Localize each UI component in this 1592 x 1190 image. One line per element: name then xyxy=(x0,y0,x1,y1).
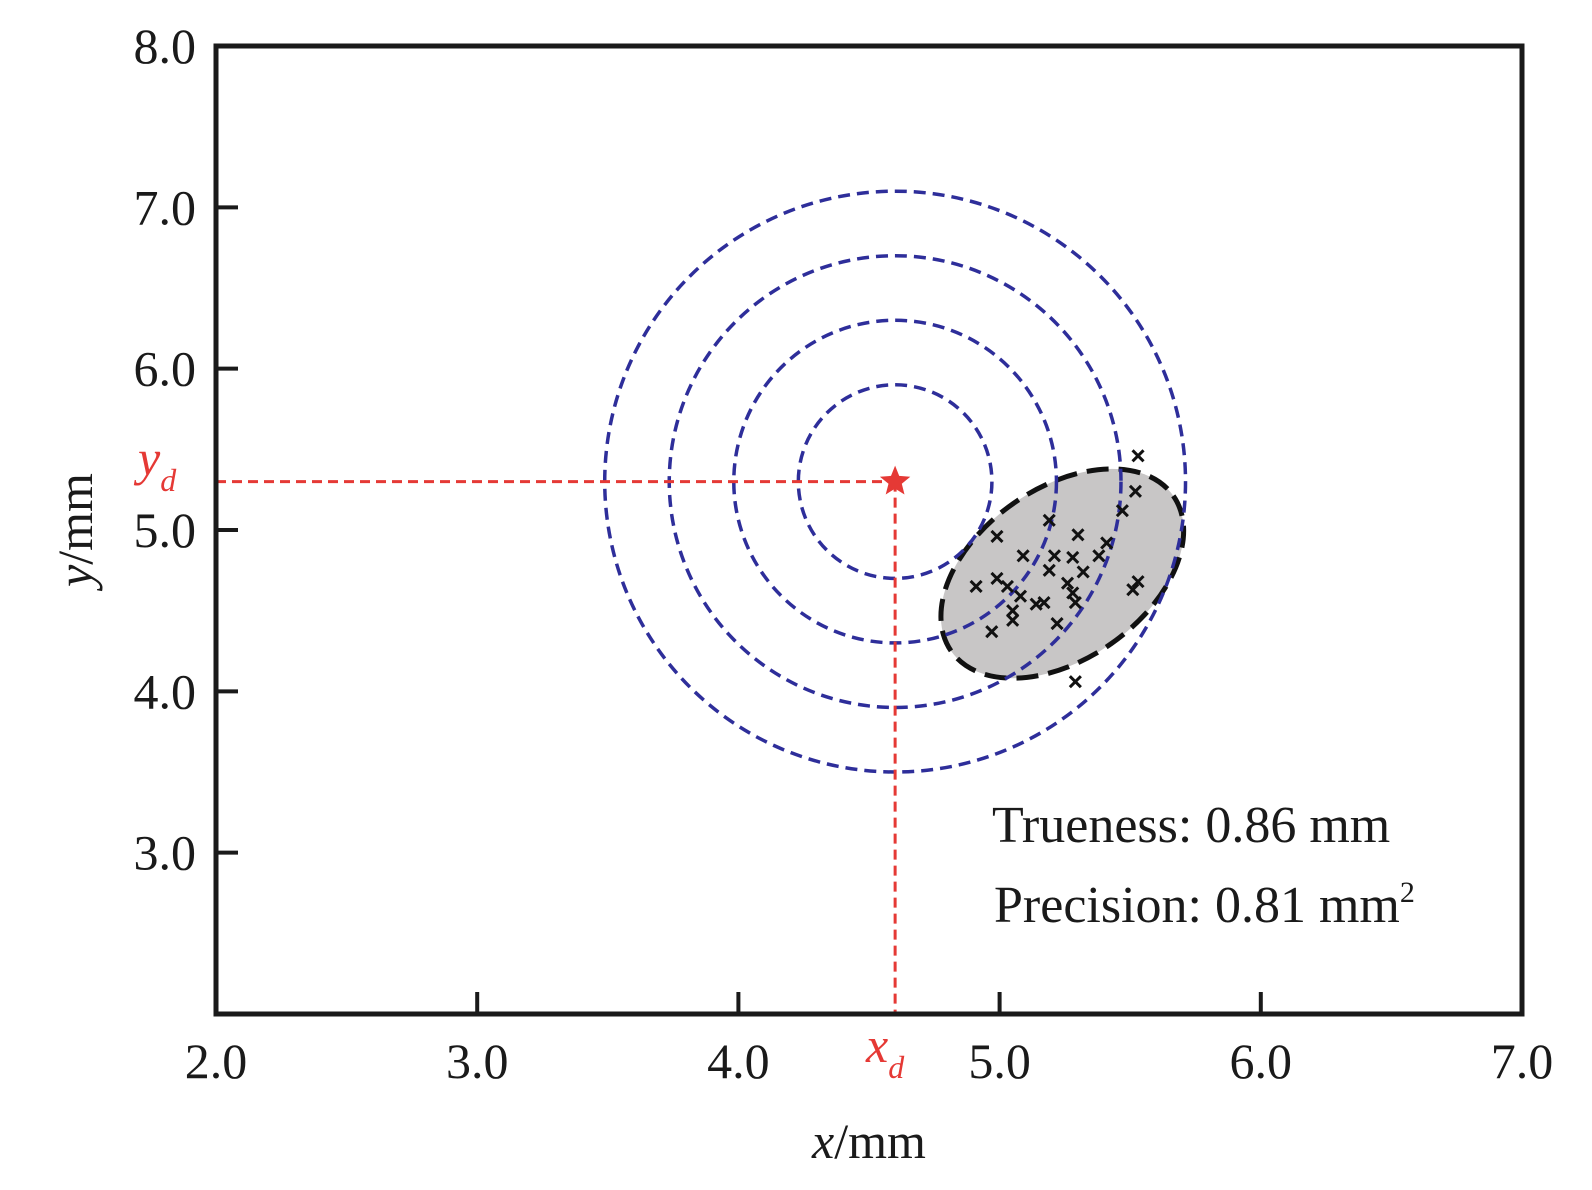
y-axis-title-var: y xyxy=(47,564,103,592)
data-point xyxy=(1131,449,1145,463)
target-ring-4 xyxy=(602,189,1188,774)
annotation-trueness: Trueness: 0.86 mm xyxy=(992,797,1390,854)
data-point xyxy=(1013,589,1028,603)
data-point xyxy=(1066,550,1080,564)
data-point xyxy=(1100,536,1114,550)
y-tick-label: 6.0 xyxy=(134,341,197,397)
annotation-precision-text: Precision: 0.81 mm xyxy=(994,877,1400,934)
data-point xyxy=(1050,617,1064,631)
x-tick-label: 7.0 xyxy=(1491,1033,1554,1089)
x-tick-label: 4.0 xyxy=(707,1033,770,1089)
yd-label-var: y xyxy=(133,430,161,486)
data-point xyxy=(1006,604,1020,618)
y-axis-title: y/mm xyxy=(47,473,103,592)
data-point xyxy=(1131,575,1145,589)
annotation-precision: Precision: 0.81 mm2 xyxy=(994,876,1415,934)
data-point xyxy=(1092,549,1106,563)
data-point xyxy=(1060,576,1075,590)
target-star-icon xyxy=(879,465,911,495)
xd-label: xd xyxy=(865,1017,905,1085)
data-point xyxy=(990,529,1004,544)
y-axis-title-unit: /mm xyxy=(47,473,103,565)
xd-label-var: x xyxy=(865,1017,888,1073)
data-point xyxy=(1071,528,1085,542)
data-point xyxy=(1042,563,1056,577)
data-point xyxy=(1128,484,1142,498)
y-tick-label: 4.0 xyxy=(134,663,197,719)
data-point xyxy=(1047,549,1062,563)
data-point xyxy=(1000,579,1015,594)
y-tick-label: 7.0 xyxy=(134,179,197,235)
x-tick-label: 5.0 xyxy=(968,1033,1031,1089)
xd-label-sub: d xyxy=(888,1049,905,1085)
data-point xyxy=(1037,596,1051,610)
data-point xyxy=(985,625,999,639)
x-axis-title-var: x xyxy=(811,1113,834,1169)
x-tick-label: 6.0 xyxy=(1230,1033,1293,1089)
y-tick-label: 8.0 xyxy=(134,18,197,74)
data-point xyxy=(1068,596,1082,610)
data-point xyxy=(1076,565,1090,579)
yd-label-sub: d xyxy=(160,462,177,498)
data-point xyxy=(1068,675,1082,689)
data-point xyxy=(990,571,1004,585)
x-axis-title-unit: /mm xyxy=(834,1113,926,1169)
data-point xyxy=(1115,504,1129,518)
data-point xyxy=(969,579,983,594)
yd-label: yd xyxy=(133,430,177,498)
x-tick-label: 2.0 xyxy=(185,1033,248,1089)
data-point xyxy=(1066,586,1080,600)
annotation-precision-superscript: 2 xyxy=(1400,876,1415,909)
y-tick-label: 3.0 xyxy=(134,825,197,881)
x-axis-title: x/mm xyxy=(811,1113,926,1169)
data-point xyxy=(1126,583,1140,597)
data-point xyxy=(1042,513,1056,527)
confidence-ellipse xyxy=(938,466,1187,681)
data-point xyxy=(1016,549,1030,563)
data-point xyxy=(1006,613,1020,627)
x-tick-label: 3.0 xyxy=(446,1033,509,1089)
y-tick-label: 5.0 xyxy=(134,502,197,558)
